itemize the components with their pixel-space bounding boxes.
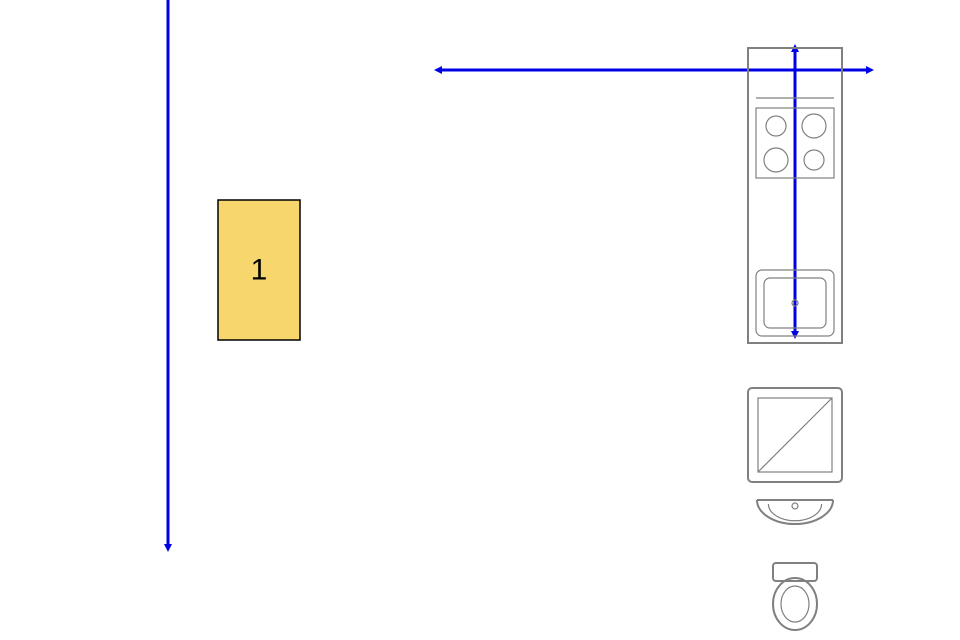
shower-drain-line (758, 398, 832, 472)
hob-burner-0 (766, 116, 786, 136)
hob-burner-2 (764, 148, 788, 172)
toilet-seat (781, 586, 809, 622)
washbasin-tap (792, 503, 798, 509)
hob-burner-3 (804, 150, 824, 170)
washbasin-inner (768, 504, 821, 521)
hob-burner-1 (802, 114, 826, 138)
room-label: 1 (251, 254, 268, 287)
